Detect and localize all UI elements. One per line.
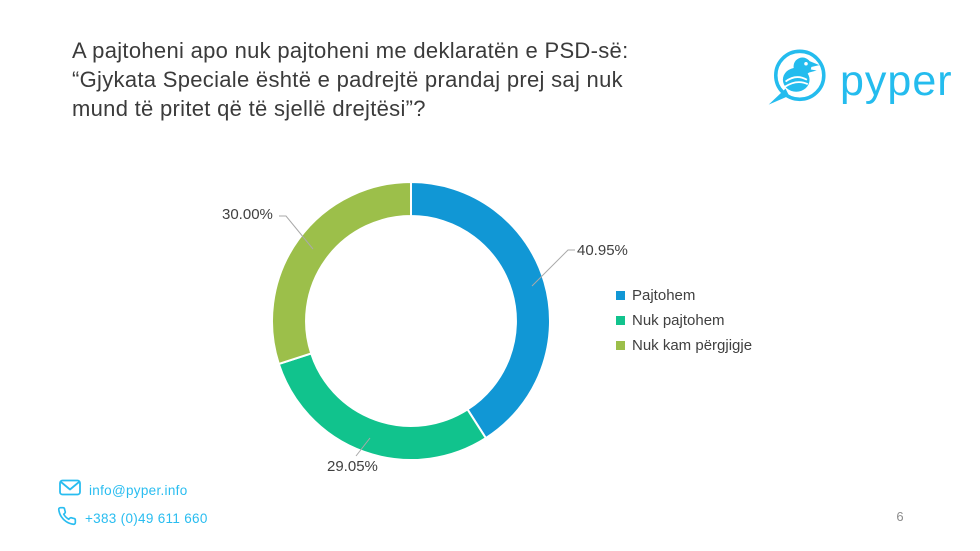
slide-title: A pajtoheni apo nuk pajtoheni me deklara… [72,36,772,123]
phone-icon [57,506,77,531]
legend-label: Pajtohem [632,287,696,304]
donut-chart [271,180,551,462]
donut-segment-1 [277,352,488,462]
legend-item-nuk-pajtohem: Nuk pajtohem [616,308,752,333]
phone-link[interactable]: +383 (0)49 611 660 [57,506,208,531]
title-line-2: “Gjykata Speciale është e padrejtë prand… [72,67,623,92]
legend-label: Nuk kam përgjigje [632,337,753,354]
legend-swatch-blue [616,291,625,300]
legend-item-pajtohem: Pajtohem [616,283,752,308]
email-link[interactable]: info@pyper.info [59,479,188,501]
bird-logo-icon [766,46,830,115]
logo-wordmark: pyper [840,56,953,105]
email-text: info@pyper.info [89,482,188,498]
data-label-pajtohem: 40.95% [577,242,628,259]
title-line-1: A pajtoheni apo nuk pajtoheni me deklara… [72,38,629,63]
phone-text: +383 (0)49 611 660 [85,511,208,526]
pyper-logo: pyper [766,46,953,115]
envelope-icon [59,479,81,501]
donut-segment-0 [410,180,551,440]
data-label-nuk-kam-pergjigje: 30.00% [222,206,273,223]
page-number: 6 [896,509,904,524]
legend-label: Nuk pajtohem [632,312,725,329]
legend-swatch-teal [616,316,625,325]
donut-segment-2 [271,180,412,366]
chart-legend: Pajtohem Nuk pajtohem Nuk kam përgjigje [616,283,752,358]
data-label-nuk-pajtohem: 29.05% [327,458,378,475]
legend-swatch-olive [616,341,625,350]
title-line-3: mund të pritet që të sjellë drejtësi”? [72,96,426,121]
legend-item-nuk-kam-pergjigje: Nuk kam përgjigje [616,333,752,358]
